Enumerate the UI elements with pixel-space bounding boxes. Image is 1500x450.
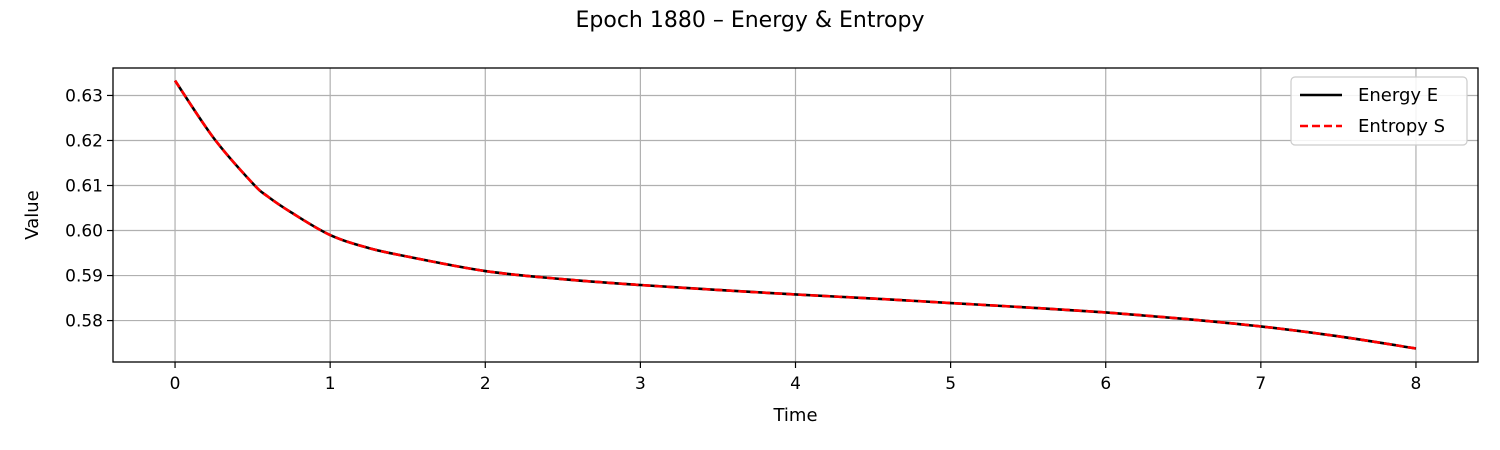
x-tick-label: 6 <box>1100 374 1111 394</box>
series-line-entropy-s <box>173 79 1417 350</box>
x-tick-label: 5 <box>945 374 956 394</box>
chart-title: Epoch 1880 – Energy & Entropy <box>576 8 925 33</box>
x-tick-label: 7 <box>1255 374 1266 394</box>
y-tick-label: 0.58 <box>65 312 103 332</box>
y-axis-label: Value <box>22 190 43 239</box>
x-tick-label: 0 <box>170 374 181 394</box>
legend-label: Entropy S <box>1358 116 1445 137</box>
x-axis-label: Time <box>772 405 817 426</box>
x-tick-label: 3 <box>635 374 646 394</box>
x-tick-label: 2 <box>480 374 491 394</box>
grid <box>113 68 1478 362</box>
x-tick-label: 1 <box>325 374 336 394</box>
y-tick-label: 0.60 <box>65 222 103 242</box>
legend-label: Energy E <box>1358 85 1438 106</box>
y-tick-label: 0.61 <box>65 177 103 197</box>
x-tick-label: 4 <box>790 374 801 394</box>
y-tick-label: 0.59 <box>65 267 103 287</box>
x-tick-label: 8 <box>1411 374 1422 394</box>
axis-ticks: 0 1 2 3 4 5 6 7 8 0.58 0.59 0.60 0.61 0.62 0.63 <box>65 86 1421 394</box>
y-tick-label: 0.62 <box>65 131 103 151</box>
series-layer <box>173 79 1417 350</box>
y-tick-label: 0.63 <box>65 86 103 106</box>
legend: Energy E Entropy S <box>1290 76 1468 146</box>
